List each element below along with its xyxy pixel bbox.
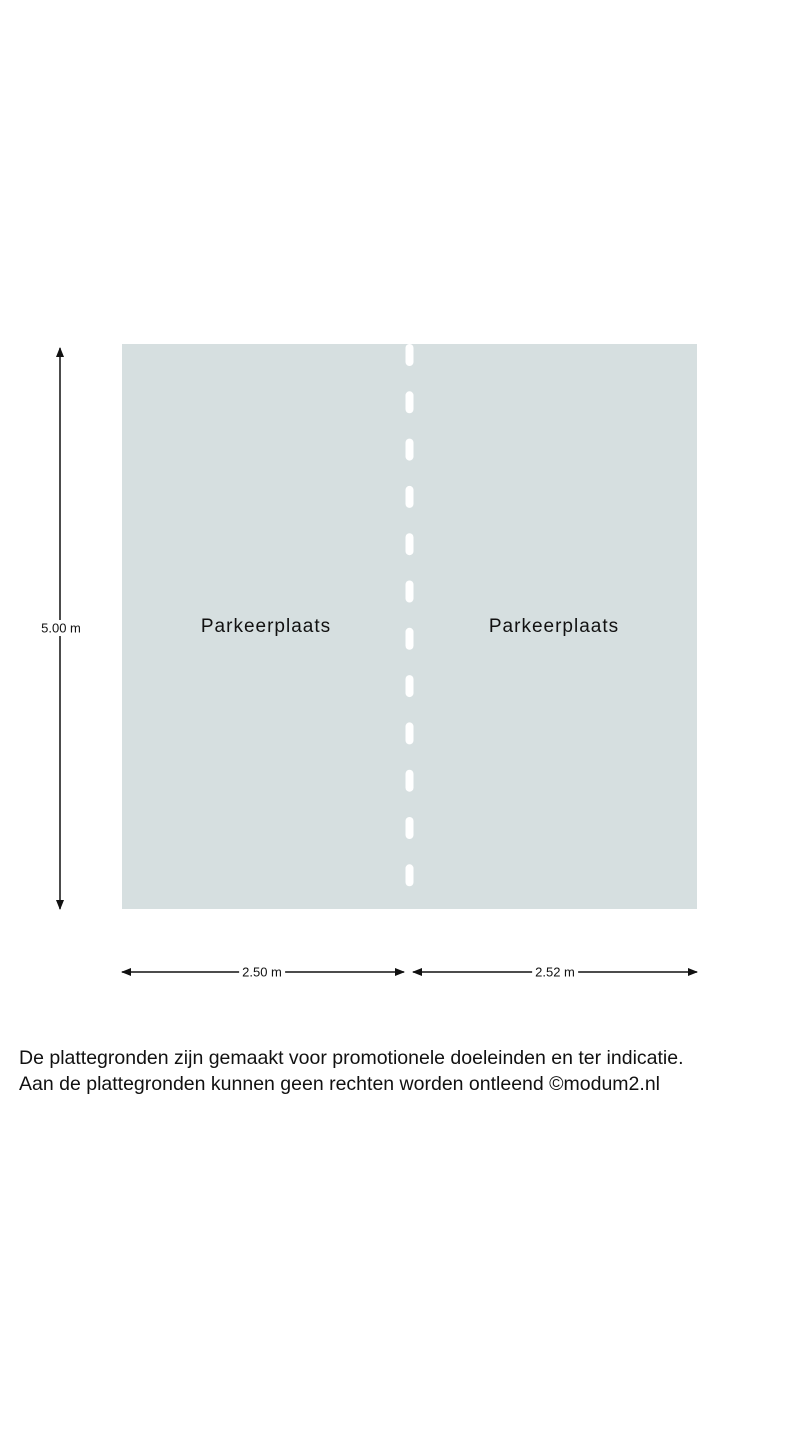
divider-dashed-line	[405, 344, 414, 887]
divider-dash	[405, 485, 414, 508]
width-right-dimension-label: 2.52 m	[532, 964, 578, 980]
divider-dash	[405, 438, 414, 461]
divider-dash	[405, 864, 414, 887]
divider-dash	[405, 675, 414, 698]
disclaimer-line-2: Aan de plattegronden kunnen geen rechten…	[19, 1073, 660, 1095]
height-dimension-label: 5.00 m	[38, 620, 84, 636]
divider-dash	[405, 627, 414, 650]
divider-dash	[405, 391, 414, 414]
divider-dash	[405, 817, 414, 839]
divider-dash	[405, 722, 414, 745]
divider-dash	[405, 344, 414, 366]
room-label-parkeerplaats-right: Parkeerplaats	[488, 616, 620, 637]
room-label-parkeerplaats-left: Parkeerplaats	[200, 616, 332, 637]
disclaimer-line-1: De plattegronden zijn gemaakt voor promo…	[19, 1047, 684, 1069]
disclaimer: De plattegronden zijn gemaakt voor promo…	[19, 1045, 684, 1097]
divider-dash	[405, 769, 414, 792]
parking-area	[122, 344, 697, 909]
divider-dash	[405, 580, 414, 603]
width-left-dimension-label: 2.50 m	[239, 964, 285, 980]
divider-dash	[405, 533, 414, 556]
